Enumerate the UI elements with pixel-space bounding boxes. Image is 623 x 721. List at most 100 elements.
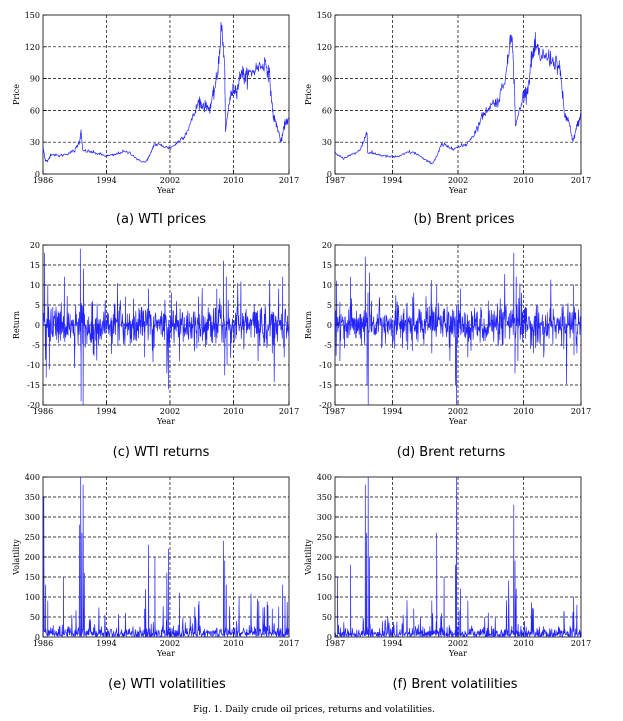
panel-wti-prices: 0 30 60 90 120 150 1986 1994 2002 2010 2017 Year Pri…: [12, 11, 299, 195]
y-tick-label: 0: [35, 633, 40, 642]
caption-brent-prices: (b) Brent prices: [413, 212, 514, 227]
y-tick-label: 150: [317, 573, 332, 582]
x-tick-label: 2017: [279, 176, 299, 185]
x-tick-label: 2017: [279, 407, 299, 416]
x-tick-label: 2017: [279, 639, 299, 648]
x-axis-label: Year: [156, 417, 175, 426]
y-tick-label: 15: [322, 261, 332, 270]
y-tick-label: 200: [317, 553, 332, 562]
y-tick-label: 120: [317, 43, 332, 52]
x-tick-label: 2002: [160, 407, 180, 416]
x-tick-label: 2002: [160, 176, 180, 185]
x-tick-label: 1994: [382, 176, 402, 185]
y-tick-label: -10: [319, 361, 332, 370]
y-tick-label: 200: [25, 553, 40, 562]
y-tick-label: -20: [319, 401, 332, 410]
x-axis-label: Year: [448, 186, 467, 195]
y-tick-label: 400: [25, 473, 40, 482]
x-tick-label: 2010: [513, 639, 533, 648]
y-tick-label: 90: [322, 75, 332, 84]
y-tick-label: 15: [30, 261, 40, 270]
y-axis-label: Volatility: [12, 539, 21, 576]
x-tick-label: 2010: [513, 176, 533, 185]
panel-wti-returns: -20 -15 -10 -5 0 5 10 15 20 1986 1994 2002 2010 2017 Y…: [12, 241, 299, 426]
caption-brent-volatilities: (f) Brent volatilities: [393, 677, 518, 692]
x-tick-label: 1994: [382, 639, 402, 648]
y-tick-label: 300: [317, 513, 332, 522]
x-tick-label: 1994: [382, 407, 402, 416]
panel-wti-volatilities: 0 50 100 150 200 250 300 350 400 1986 1994 2002 2010…: [12, 473, 299, 658]
y-tick-label: 90: [30, 75, 40, 84]
caption-wti-prices: (a) WTI prices: [116, 212, 206, 227]
y-tick-label: 20: [322, 241, 332, 250]
x-tick-label: 1994: [96, 176, 116, 185]
y-tick-label: -5: [324, 341, 332, 350]
x-tick-label: 1994: [96, 639, 116, 648]
x-tick-label: 2002: [160, 639, 180, 648]
y-tick-label: 50: [30, 613, 40, 622]
y-tick-label: 5: [35, 301, 40, 310]
y-axis-label: Return: [12, 311, 21, 339]
y-tick-label: 0: [327, 633, 332, 642]
y-tick-label: 150: [25, 573, 40, 582]
y-tick-label: 0: [327, 170, 332, 179]
x-tick-label: 1987: [325, 639, 345, 648]
x-tick-label: 2002: [448, 176, 468, 185]
x-tick-label: 1994: [96, 407, 116, 416]
y-tick-label: 250: [25, 533, 40, 542]
x-axis-label: Year: [448, 649, 467, 658]
y-tick-label: 20: [30, 241, 40, 250]
y-tick-label: 0: [35, 321, 40, 330]
x-tick-label: 2017: [571, 176, 591, 185]
series-line: [42, 476, 290, 638]
y-tick-label: 100: [25, 593, 40, 602]
x-tick-label: 2002: [448, 407, 468, 416]
panel-brent-prices: 0 30 60 90 120 150 1987 1994 2002 2010 2017 Year Pri…: [304, 11, 591, 195]
x-tick-label: 2017: [571, 407, 591, 416]
y-tick-label: 300: [25, 513, 40, 522]
x-tick-label: 2010: [513, 407, 533, 416]
y-tick-label: 350: [317, 493, 332, 502]
x-tick-label: 1986: [33, 407, 53, 416]
x-tick-label: 2010: [223, 639, 243, 648]
caption-wti-returns: (c) WTI returns: [113, 445, 210, 460]
panel-brent-returns: -20 -15 -10 -5 0 5 10 15 20 1987 1994 2002 2010 2017 Y…: [304, 241, 591, 426]
y-tick-label: -15: [27, 381, 40, 390]
y-tick-label: 400: [317, 473, 332, 482]
y-axis-label: Price: [12, 84, 21, 105]
x-tick-label: 2010: [223, 407, 243, 416]
figure-caption: Fig. 1. Daily crude oil prices, returns …: [193, 705, 435, 715]
y-tick-label: 10: [322, 281, 332, 290]
x-tick-label: 2002: [448, 639, 468, 648]
y-tick-label: -10: [27, 361, 40, 370]
caption-wti-volatilities: (e) WTI volatilities: [108, 677, 226, 692]
x-axis-label: Year: [448, 417, 467, 426]
x-tick-label: 2010: [223, 176, 243, 185]
caption-brent-returns: (d) Brent returns: [397, 445, 506, 460]
series-line: [42, 248, 290, 406]
y-tick-label: -5: [32, 341, 40, 350]
y-axis-label: Volatility: [304, 539, 313, 576]
y-tick-label: 10: [30, 281, 40, 290]
y-tick-label: 30: [322, 138, 332, 147]
panel-brent-volatilities: 0 50 100 150 200 250 300 350 400 1987 1994 2002 2010…: [304, 473, 591, 658]
x-tick-label: 1986: [33, 639, 53, 648]
y-axis-label: Price: [304, 84, 313, 105]
y-tick-label: 0: [327, 321, 332, 330]
y-tick-label: 120: [25, 43, 40, 52]
y-tick-label: 60: [30, 106, 40, 115]
y-tick-label: -15: [319, 381, 332, 390]
plot-frame: [42, 14, 290, 175]
x-tick-label: 1986: [33, 176, 53, 185]
y-tick-label: 50: [322, 613, 332, 622]
y-tick-label: -20: [27, 401, 40, 410]
series-line: [334, 32, 582, 165]
y-tick-label: 150: [25, 11, 40, 20]
y-tick-label: 30: [30, 138, 40, 147]
y-tick-label: 5: [327, 301, 332, 310]
x-axis-label: Year: [156, 649, 175, 658]
y-tick-label: 350: [25, 493, 40, 502]
y-tick-label: 60: [322, 106, 332, 115]
y-tick-label: 150: [317, 11, 332, 20]
y-tick-label: 100: [317, 593, 332, 602]
